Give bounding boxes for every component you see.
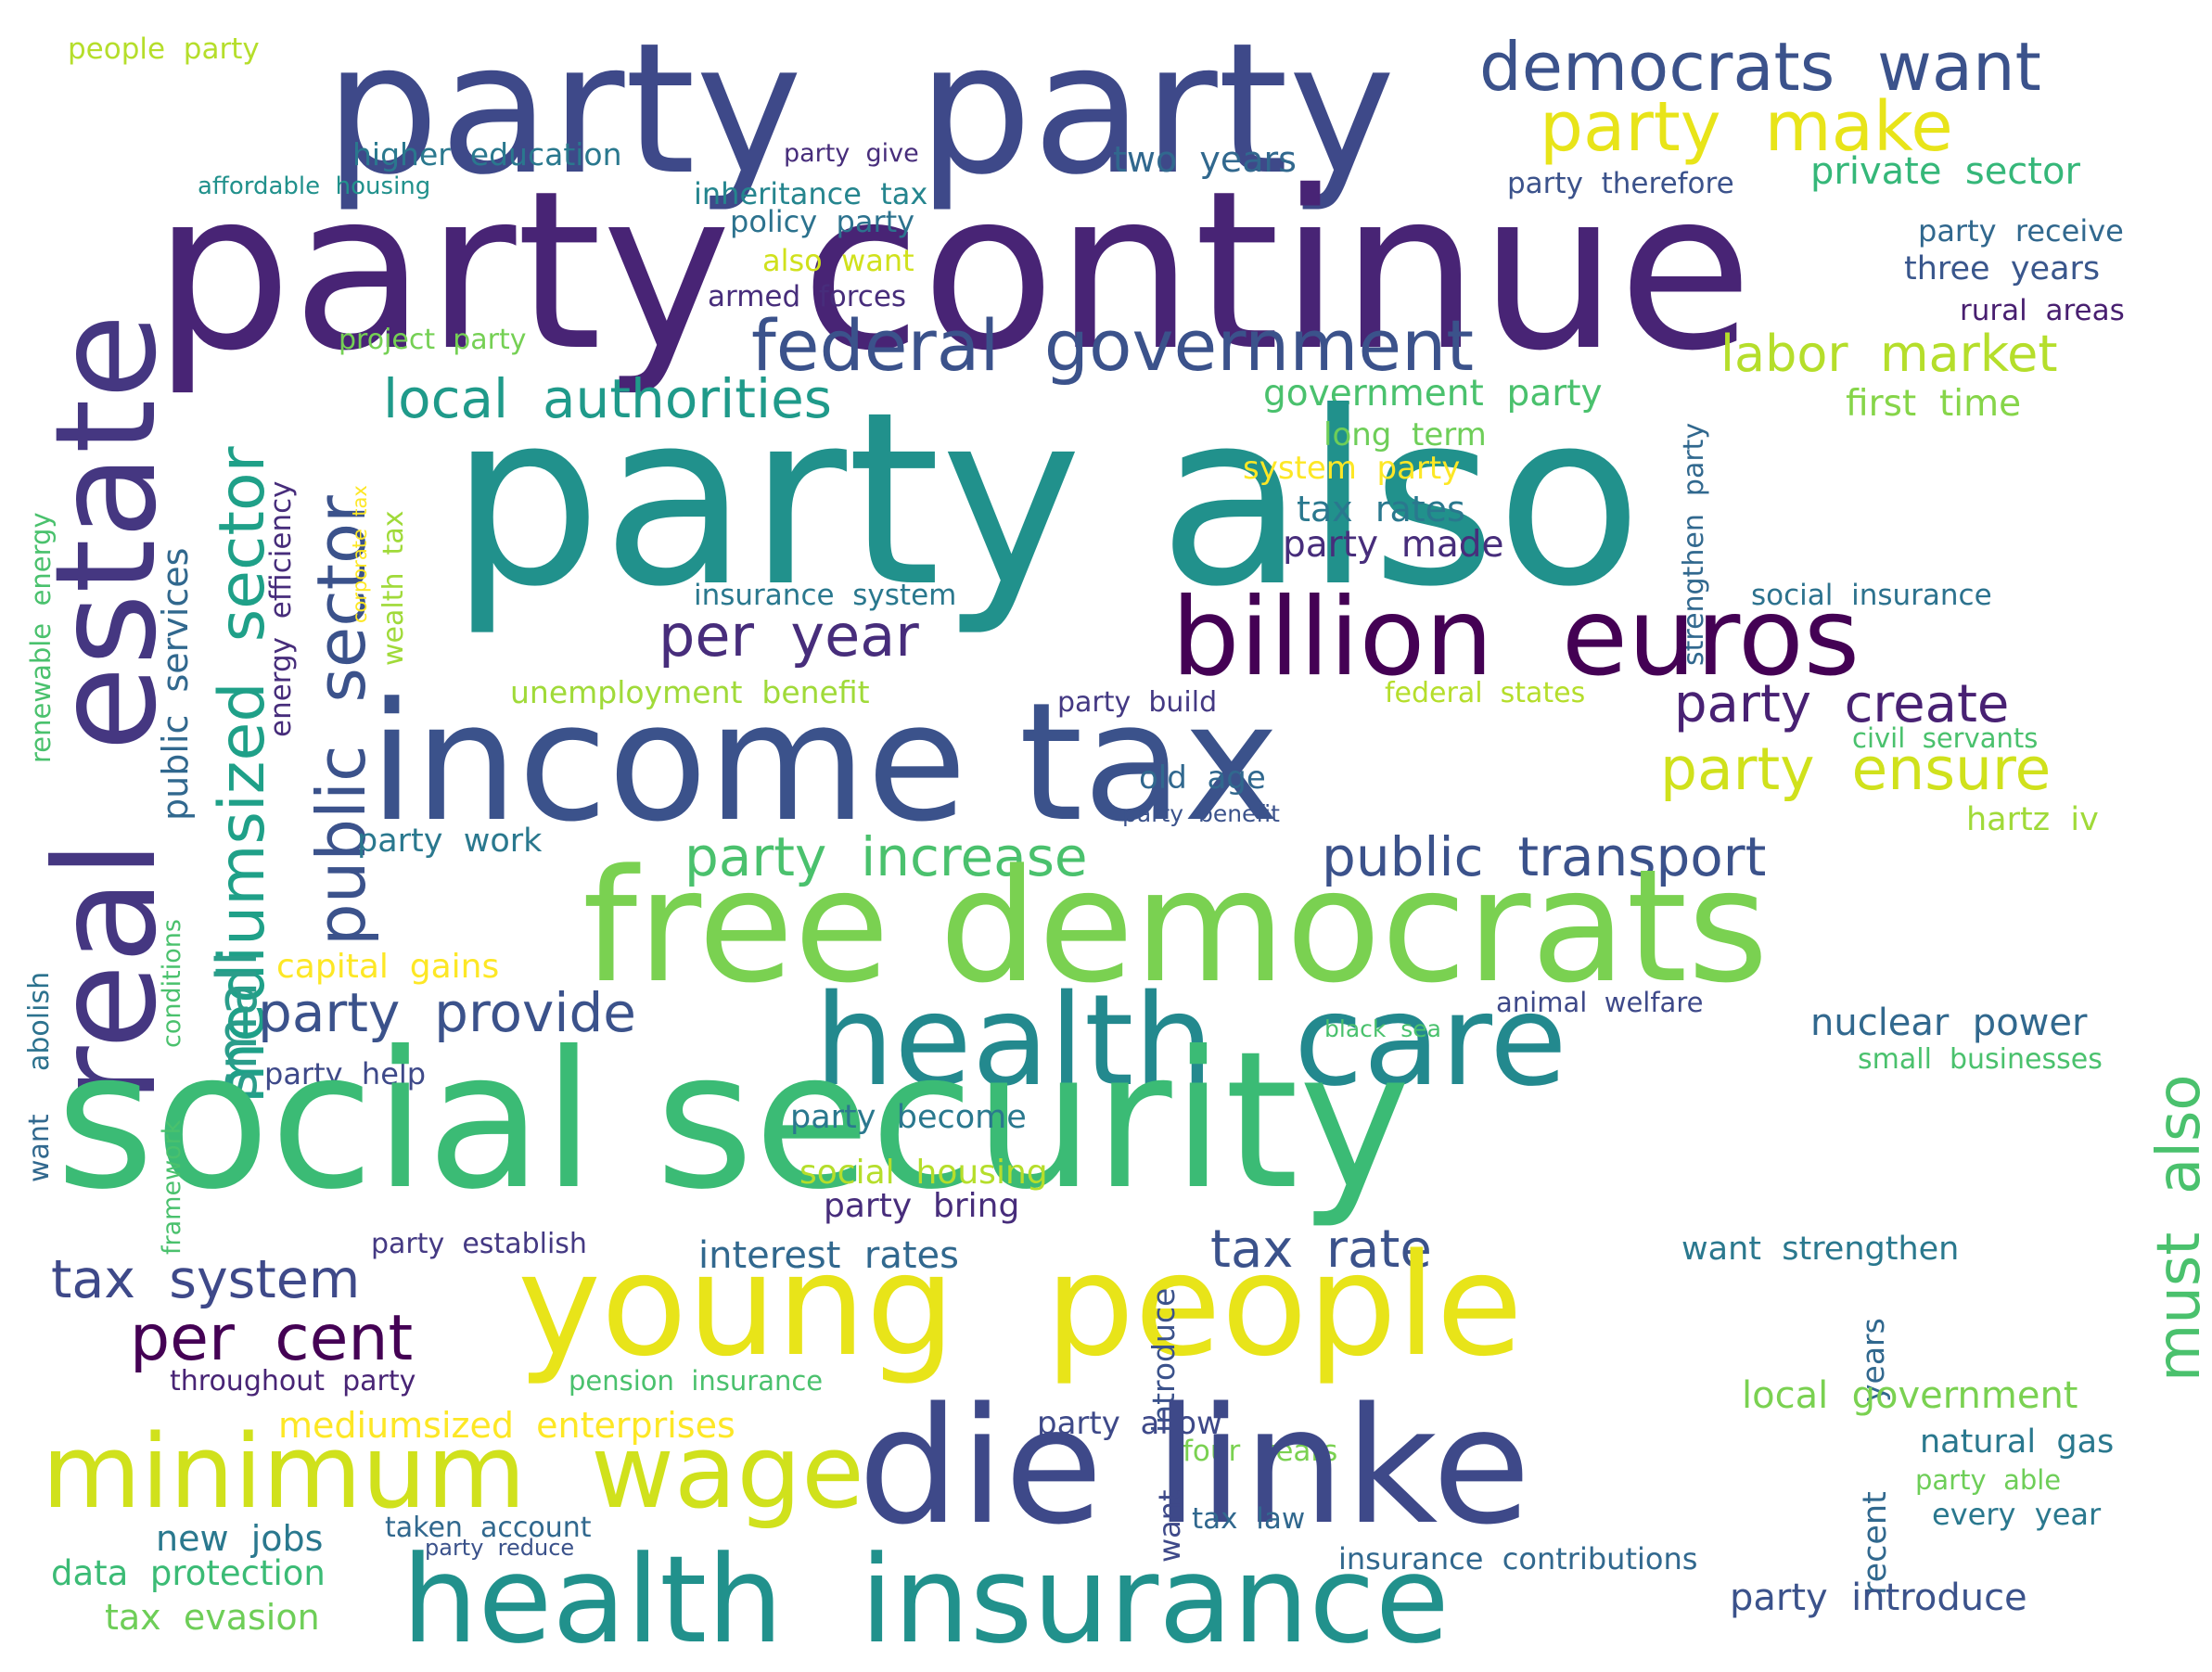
- phrase-two-years: two years: [1113, 139, 1297, 180]
- phrase-abolish: abolish: [23, 971, 56, 1071]
- phrase-party-become: party become: [790, 1099, 1027, 1136]
- phrase-billion-euros: billion euros: [1171, 575, 1860, 700]
- phrase-armed-forces: armed forces: [708, 280, 907, 313]
- phrase-health-insurance: health insurance: [402, 1529, 1450, 1670]
- phrase-party-receive: party receive: [1918, 213, 2124, 249]
- phrase-rural-areas: rural areas: [1960, 294, 2125, 327]
- phrase-tax-evasion: tax evasion: [105, 1597, 320, 1638]
- phrase-renewable-energy: renewable energy: [25, 512, 57, 763]
- phrase-must-also: must also: [2145, 1074, 2212, 1382]
- phrase-four-years: four years: [1183, 1435, 1338, 1468]
- phrase-party-bring: party bring: [824, 1187, 1020, 1225]
- phrase-long-term: long term: [1323, 416, 1487, 453]
- phrase-people-party: people party: [68, 32, 260, 66]
- phrase-system-party: system party: [1243, 450, 1461, 487]
- phrase-black-sea: black sea: [1324, 1015, 1441, 1042]
- phrase-per-cent: per cent: [130, 1302, 414, 1375]
- phrase-pension-insurance: pension insurance: [569, 1365, 824, 1397]
- phrase-labor-market: labor market: [1720, 325, 2058, 383]
- phrase-party-make: party make: [1540, 87, 1953, 167]
- phrase-social-security: social security: [56, 1012, 1411, 1232]
- phrase-small-businesses: small businesses: [1858, 1043, 2103, 1076]
- phrase-party-create: party create: [1674, 674, 2010, 734]
- phrase-democrats-want: democrats want: [1479, 28, 2041, 106]
- phrase-inheritance-tax: inheritance tax: [694, 176, 928, 211]
- phrase-social-insurance: social insurance: [1751, 579, 1992, 612]
- phrase-party-made: party made: [1283, 524, 1504, 566]
- phrase-party-work: party work: [357, 823, 543, 860]
- phrase-per-year: per year: [658, 602, 919, 670]
- phrase-free-democrats: free democrats: [582, 836, 1769, 1017]
- phrase-affordable-housing: affordable housing: [198, 172, 431, 200]
- phrase-new-jobs: new jobs: [156, 1518, 324, 1559]
- phrase-health-care: health care: [814, 968, 1567, 1115]
- phrase-higher-education: higher education: [352, 136, 622, 172]
- phrase-party-reduce: party reduce: [425, 1535, 575, 1561]
- phrase-animal-welfare: animal welfare: [1496, 987, 1704, 1018]
- phrase-federal-states: federal states: [1385, 677, 1586, 709]
- phrase-tax-rate: tax rate: [1210, 1219, 1432, 1280]
- phrase-framework: framework: [158, 1119, 186, 1255]
- phrase-old-age: old age: [1139, 759, 1266, 797]
- phrase-die-linke: die linke: [858, 1372, 1531, 1560]
- phrase-federal-government: federal government: [751, 304, 1475, 387]
- phrase-party-benefit: party benefit: [1122, 800, 1280, 827]
- phrase-party-continue: party continue: [153, 144, 1753, 399]
- phrase-want-strengthen: want strengthen: [1681, 1231, 1960, 1268]
- phrase-corporate-tax: corporate tax: [349, 485, 371, 623]
- phrase-local-government: local government: [1742, 1374, 2078, 1417]
- phrase-party-establish: party establish: [371, 1228, 587, 1260]
- phrase-nuclear-power: nuclear power: [1810, 1002, 2088, 1044]
- phrase-wealth-tax: wealth tax: [377, 510, 410, 666]
- phrase-mediumsized-enterprises: mediumsized enterprises: [278, 1405, 735, 1446]
- phrase-interest-rates: interest rates: [698, 1234, 959, 1277]
- phrase-also-want: also want: [762, 243, 914, 278]
- phrase-civil-servants: civil servants: [1852, 722, 2039, 754]
- phrase-income-tax: income tax: [369, 668, 1280, 858]
- phrase-hartz-iv: hartz iv: [1966, 801, 2099, 838]
- phrase-policy-party: policy party: [730, 204, 915, 239]
- phrase-natural-gas: natural gas: [1920, 1423, 2115, 1461]
- phrase-young-people: young people: [518, 1223, 1523, 1387]
- phrase-unemployment-benefit: unemployment benefit: [510, 674, 870, 710]
- phrase-first-time: first time: [1846, 383, 2022, 425]
- phrase-party-help: party help: [264, 1056, 427, 1091]
- phrase-party-increase: party increase: [684, 825, 1088, 888]
- phrase-capital-gains: capital gains: [276, 948, 500, 986]
- phrase-party-introduce: party introduce: [1730, 1576, 2027, 1619]
- phrase-every-year: every year: [1932, 1497, 2102, 1532]
- phrase-public-services: public services: [155, 547, 196, 821]
- phrase-party-build: party build: [1057, 686, 1218, 719]
- phrase-party-able: party able: [1915, 1464, 2062, 1496]
- phrase-insurance-system: insurance system: [694, 579, 957, 612]
- phrase-party-party: party party: [325, 4, 1396, 214]
- phrase-project-party: project party: [339, 324, 527, 356]
- phrase-throughout-party: throughout party: [170, 1365, 416, 1398]
- phrase-insurance-contributions: insurance contributions: [1338, 1541, 1698, 1576]
- phrase-public-transport: public transport: [1322, 825, 1767, 888]
- phrase-taken-account: taken account: [385, 1512, 592, 1544]
- phrase-social-housing: social housing: [799, 1154, 1048, 1192]
- phrase-tax-system: tax system: [51, 1249, 361, 1310]
- phrase-tax-rates: tax rates: [1297, 489, 1465, 530]
- phrase-government-party: government party: [1263, 373, 1603, 415]
- phrase-party-ensure: party ensure: [1660, 735, 2052, 803]
- phrase-local-authorities: local authorities: [383, 367, 833, 430]
- phrase-party-also: party also: [450, 361, 1643, 639]
- phrase-tax-law: tax law: [1192, 1502, 1306, 1536]
- phrase-party-give: party give: [784, 139, 919, 168]
- phrase-three-years: three years: [1904, 250, 2101, 287]
- phrase-want: want: [23, 1114, 56, 1182]
- phrase-party-provide: party provide: [258, 981, 636, 1044]
- phrase-private-sector: private sector: [1810, 150, 2080, 193]
- phrase-minimum-wage: minimum wage: [42, 1412, 864, 1531]
- phrase-data-protection: data protection: [51, 1553, 326, 1593]
- phrase-party-therefore: party therefore: [1507, 167, 1734, 200]
- phrase-party-allow: party allow: [1037, 1405, 1222, 1442]
- phrase-energy-efficiency: energy efficiency: [264, 480, 298, 737]
